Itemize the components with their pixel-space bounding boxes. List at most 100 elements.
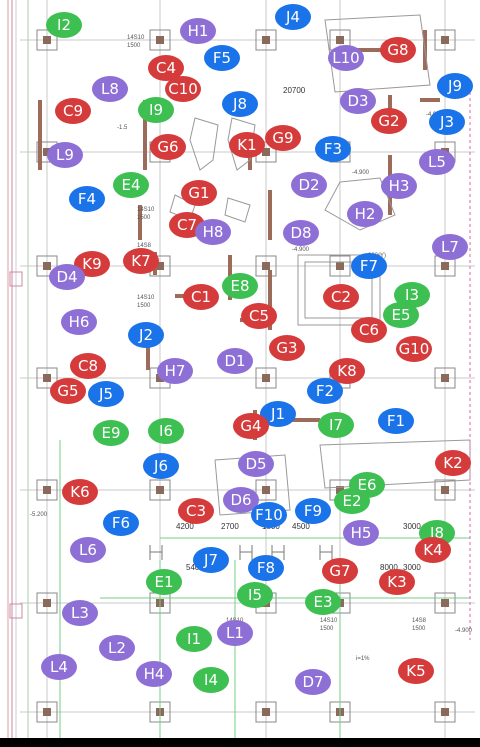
column-tag: 1500 xyxy=(412,626,426,632)
column-tag: 1500 xyxy=(320,626,334,632)
marker-e4[interactable]: E4 xyxy=(113,172,149,198)
column-tag: 14S10 xyxy=(320,618,338,624)
marker-l6[interactable]: L6 xyxy=(70,537,106,563)
dim-text: 2700 xyxy=(221,522,239,531)
marker-f2[interactable]: F2 xyxy=(307,378,343,404)
marker-l7[interactable]: L7 xyxy=(432,234,468,260)
marker-d7[interactable]: D7 xyxy=(295,669,331,695)
marker-h5[interactable]: H5 xyxy=(343,520,379,546)
marker-h3[interactable]: H3 xyxy=(381,173,417,199)
marker-j3[interactable]: J3 xyxy=(429,109,465,135)
marker-i2[interactable]: I2 xyxy=(46,12,82,38)
dim-text: 3000 xyxy=(403,522,421,531)
marker-k4[interactable]: K4 xyxy=(415,537,451,563)
marker-f8[interactable]: F8 xyxy=(248,555,284,581)
marker-j2[interactable]: J2 xyxy=(128,322,164,348)
marker-i7[interactable]: I7 xyxy=(318,412,354,438)
elevation-text: -4.900 xyxy=(455,628,473,634)
marker-c4[interactable]: C4 xyxy=(148,55,184,81)
marker-c1[interactable]: C1 xyxy=(183,284,219,310)
marker-e5[interactable]: E5 xyxy=(383,302,419,328)
marker-e8[interactable]: E8 xyxy=(222,273,258,299)
marker-c3[interactable]: C3 xyxy=(178,498,214,524)
dim-text: 4500 xyxy=(292,522,310,531)
marker-g10[interactable]: G10 xyxy=(396,336,432,362)
marker-i6[interactable]: I6 xyxy=(148,418,184,444)
marker-f1[interactable]: F1 xyxy=(378,408,414,434)
marker-i5[interactable]: I5 xyxy=(237,582,273,608)
marker-i9[interactable]: I9 xyxy=(138,97,174,123)
marker-l10[interactable]: L10 xyxy=(328,45,364,71)
marker-h6[interactable]: H6 xyxy=(61,309,97,335)
marker-e3[interactable]: E3 xyxy=(305,589,341,615)
marker-j8[interactable]: J8 xyxy=(222,91,258,117)
marker-g7[interactable]: G7 xyxy=(322,558,358,584)
marker-e1[interactable]: E1 xyxy=(146,569,182,595)
marker-g2[interactable]: G2 xyxy=(371,108,407,134)
marker-h1[interactable]: H1 xyxy=(180,18,216,44)
marker-d5[interactable]: D5 xyxy=(238,451,274,477)
marker-d8[interactable]: D8 xyxy=(283,220,319,246)
elevation-text: -4.900 xyxy=(292,247,310,253)
marker-l1[interactable]: L1 xyxy=(217,620,253,646)
column-tag: 14S10 xyxy=(127,35,145,41)
marker-k6[interactable]: K6 xyxy=(62,479,98,505)
marker-g4[interactable]: G4 xyxy=(233,413,269,439)
marker-k2[interactable]: K2 xyxy=(435,450,471,476)
column-tag: 1500 xyxy=(127,43,141,49)
marker-c6[interactable]: C6 xyxy=(351,317,387,343)
column-tag: 14S8 xyxy=(137,243,152,249)
dim-text: 8000 xyxy=(380,563,398,572)
marker-d3[interactable]: D3 xyxy=(340,88,376,114)
marker-k7[interactable]: K7 xyxy=(123,248,159,274)
marker-f6[interactable]: F6 xyxy=(103,510,139,536)
marker-j5[interactable]: J5 xyxy=(88,381,124,407)
marker-k5[interactable]: K5 xyxy=(398,658,434,684)
marker-l9[interactable]: L9 xyxy=(47,142,83,168)
marker-f7[interactable]: F7 xyxy=(351,253,387,279)
marker-g5[interactable]: G5 xyxy=(50,378,86,404)
marker-g8[interactable]: G8 xyxy=(380,37,416,63)
marker-l5[interactable]: L5 xyxy=(419,149,455,175)
marker-j4[interactable]: J4 xyxy=(275,4,311,30)
marker-f5[interactable]: F5 xyxy=(204,45,240,71)
marker-f9[interactable]: F9 xyxy=(295,498,331,524)
marker-f3[interactable]: F3 xyxy=(315,136,351,162)
marker-f4[interactable]: F4 xyxy=(69,186,105,212)
slope-text: i=1% xyxy=(356,656,370,662)
dim-text: 20700 xyxy=(283,86,306,95)
marker-d1[interactable]: D1 xyxy=(217,348,253,374)
marker-i1[interactable]: I1 xyxy=(176,626,212,652)
column-tag: 14S8 xyxy=(412,618,427,624)
marker-j6[interactable]: J6 xyxy=(143,453,179,479)
marker-c9[interactable]: C9 xyxy=(55,98,91,124)
marker-k3[interactable]: K3 xyxy=(379,569,415,595)
marker-c8[interactable]: C8 xyxy=(70,353,106,379)
marker-g6[interactable]: G6 xyxy=(150,134,186,160)
marker-g3[interactable]: G3 xyxy=(269,335,305,361)
marker-l2[interactable]: L2 xyxy=(99,635,135,661)
marker-k1[interactable]: K1 xyxy=(229,132,265,158)
marker-g9[interactable]: G9 xyxy=(265,125,301,151)
marker-l3[interactable]: L3 xyxy=(62,600,98,626)
marker-l4[interactable]: L4 xyxy=(41,654,77,680)
marker-j7[interactable]: J7 xyxy=(193,547,229,573)
marker-l8[interactable]: L8 xyxy=(92,76,128,102)
dim-text: 3000 xyxy=(403,563,421,572)
marker-j9[interactable]: J9 xyxy=(437,73,473,99)
marker-h2[interactable]: H2 xyxy=(347,201,383,227)
marker-i4[interactable]: I4 xyxy=(193,667,229,693)
marker-h8[interactable]: H8 xyxy=(195,219,231,245)
marker-d4[interactable]: D4 xyxy=(49,264,85,290)
marker-c5[interactable]: C5 xyxy=(241,303,277,329)
marker-c2[interactable]: C2 xyxy=(323,284,359,310)
marker-h7[interactable]: H7 xyxy=(157,358,193,384)
marker-d2[interactable]: D2 xyxy=(291,172,327,198)
marker-f10[interactable]: F10 xyxy=(251,502,287,528)
marker-c10[interactable]: C10 xyxy=(165,76,201,102)
marker-e9[interactable]: E9 xyxy=(93,420,129,446)
marker-g1[interactable]: G1 xyxy=(181,180,217,206)
marker-h4[interactable]: H4 xyxy=(136,661,172,687)
marker-e2[interactable]: E2 xyxy=(334,488,370,514)
